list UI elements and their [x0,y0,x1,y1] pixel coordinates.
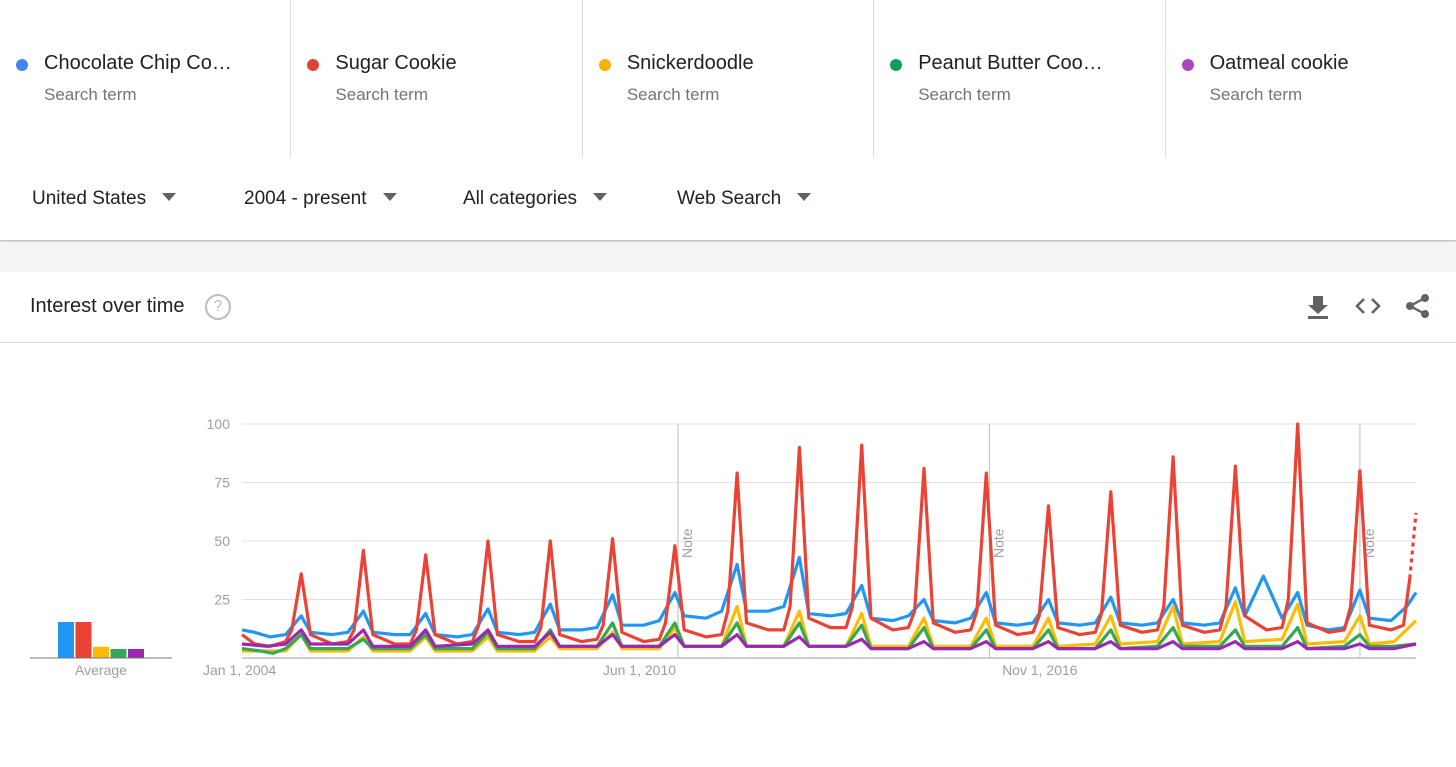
share-icon[interactable] [1404,292,1432,320]
chevron-down-icon [593,193,608,202]
x-tick-label: Jan 1, 2004 [203,662,276,678]
y-tick-label: 25 [214,592,230,608]
term-type: Search term [44,85,137,104]
download-icon[interactable] [1304,292,1332,320]
term-type: Search term [335,85,428,104]
x-axis-ticks: Jan 1, 2004 Jun 1, 2010 Nov 1, 2016 [203,662,1078,678]
term-label[interactable]: Peanut Butter Coo… [918,52,1103,74]
search-type-dropdown[interactable]: Web Search [677,188,812,210]
chevron-down-icon [382,193,397,202]
term-label[interactable]: Sugar Cookie [335,52,457,74]
x-tick-label: Jun 1, 2010 [603,662,676,678]
region-dropdown[interactable]: United States [32,188,177,210]
term-card-sugar-cookie[interactable]: Sugar Cookie Search term [291,0,583,158]
card-title: Interest over time [30,295,185,317]
term-type: Search term [626,85,720,104]
time-range-dropdown[interactable]: 2004 - present [244,188,397,210]
term-color-dot [598,59,611,71]
term-label[interactable]: Oatmeal cookie [1209,52,1349,74]
card-header: Interest over time [0,272,1456,343]
y-tick-label: 50 [214,533,230,549]
term-card-chocolate-chip[interactable]: Chocolate Chip Co… Search term [0,0,292,158]
average-bar [128,649,144,658]
term-label[interactable]: Chocolate Chip Co… [44,52,232,74]
y-tick-label: 100 [207,416,231,432]
series-line [241,422,1412,648]
average-bar [75,622,92,658]
term-color-dot [16,59,28,71]
note-label: Note [990,528,1006,558]
grid-lines [242,423,1416,659]
average-bar [110,649,127,658]
y-tick-label: 75 [214,475,230,491]
series-projection-line [1408,512,1418,579]
term-label[interactable]: Snickerdoodle [626,52,754,74]
term-color-dot [890,59,903,71]
section-divider [0,242,1456,272]
search-type-value: Web Search [677,188,782,209]
term-card-oatmeal[interactable]: Oatmeal cookie Search term [1166,0,1456,158]
term-color-dot [307,59,320,71]
series-line [241,628,1417,651]
note-label: Note [679,528,695,558]
category-dropdown[interactable]: All categories [463,188,608,210]
term-type: Search term [918,85,1011,104]
term-card-snickerdoodle[interactable]: Snickerdoodle Search term [583,0,875,158]
average-label: Average [75,662,127,678]
x-tick-label: Nov 1, 2016 [1002,662,1078,678]
help-icon[interactable]: ? [205,294,231,320]
series-lines [241,422,1418,655]
chevron-down-icon [797,193,812,202]
region-value: United States [32,188,147,209]
search-terms-bar: Chocolate Chip Co… Search term Sugar Coo… [0,0,1456,159]
average-bar [93,646,109,658]
embed-icon[interactable] [1354,292,1382,320]
term-type: Search term [1209,85,1303,104]
term-color-dot [1181,59,1194,71]
time-range-value: 2004 - present [244,188,367,209]
average-bar [58,622,74,658]
filter-bar: United States 2004 - present All categor… [0,158,1456,241]
term-card-peanut-butter[interactable]: Peanut Butter Coo… Search term [874,0,1166,158]
average-bar-chart: Average [30,622,172,678]
chevron-down-icon [162,193,177,202]
y-axis-ticks: 100 75 50 25 [207,416,231,608]
category-value: All categories [463,188,578,209]
